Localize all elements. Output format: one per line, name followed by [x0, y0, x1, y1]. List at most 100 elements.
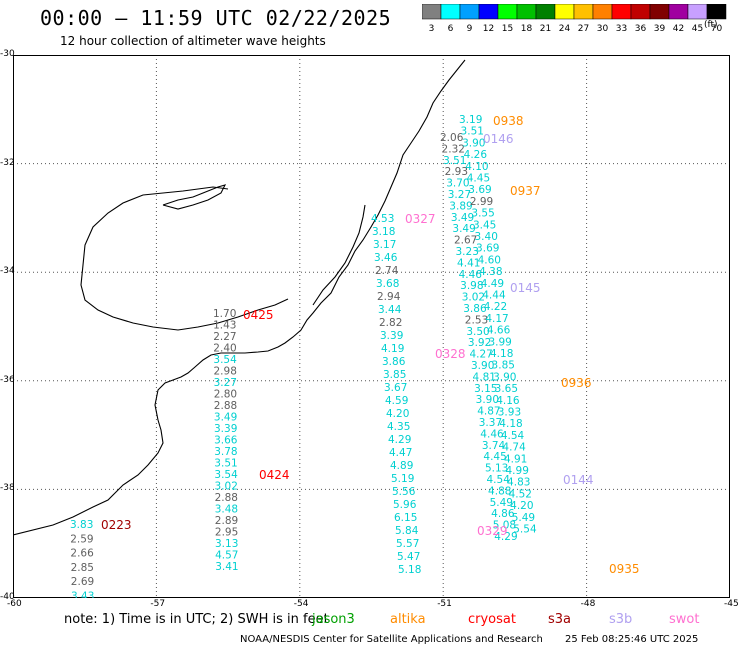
colorbar-swatch — [516, 3, 537, 20]
wave-height-value: 4.83 — [507, 477, 530, 489]
wave-height-value: 4.19 — [381, 343, 404, 355]
wave-height-value: 3.46 — [374, 252, 398, 264]
coastline-rio-de-la-plata-north — [82, 186, 229, 266]
wave-height-value: 4.41 — [457, 257, 480, 269]
wave-height-value: 4.59 — [385, 395, 408, 407]
pass-time-label: 0936 — [561, 376, 592, 390]
colorbar-swatch — [554, 3, 575, 20]
map-frame — [13, 55, 730, 598]
wave-height-value: 3.70 — [446, 178, 469, 190]
wave-height-value: 3.27 — [214, 377, 237, 389]
satellite-legend-item: swot — [669, 612, 700, 627]
pass-time-label: 0424 — [259, 468, 290, 482]
wave-height-value: 3.86 — [382, 356, 406, 368]
wave-height-value: 3.67 — [384, 382, 407, 394]
longitude-label: -57 — [150, 599, 166, 609]
colorbar-swatches: 3 6 9 12 15 18 21 24 27 30 33 36 39 42 45 70 — [421, 3, 727, 34]
wave-height-value: 2.85 — [71, 562, 94, 574]
wave-height-value: 2.74 — [375, 265, 399, 277]
pass-time-label: 0146 — [483, 132, 514, 146]
wave-height-value: 3.49 — [451, 212, 474, 224]
wave-height-value: 3.90 — [476, 394, 499, 406]
map-title: 00:00 – 11:59 UTC 02/22/2025 — [40, 6, 392, 30]
wave-height-value: 3.90 — [493, 371, 516, 383]
wave-height-value: 3.92 — [468, 337, 491, 349]
wave-height-value: 3.48 — [215, 504, 238, 516]
wave-height-value: 5.56 — [392, 486, 416, 498]
satellite-legend-item: jason3 — [312, 612, 355, 627]
wave-height-value: 3.51 — [461, 126, 484, 138]
wave-height-map: 3.83 2.59 2.66 2.85 2.69 3.43 1.701.432.272.40… — [13, 55, 730, 598]
wave-height-value: 3.65 — [495, 383, 518, 395]
wave-height-value: 3.90 — [471, 360, 494, 372]
wave-height-value: 3.13 — [215, 538, 238, 550]
pass-time-label: 0935 — [609, 562, 640, 576]
colorbar-label: 6 — [448, 24, 454, 34]
colorbar-swatch — [687, 3, 708, 20]
wave-height-value: 3.51 — [214, 458, 237, 470]
wave-height-value: 2.94 — [377, 291, 401, 303]
wave-height-value: 5.49 — [490, 497, 513, 509]
colorbar-swatch — [440, 3, 461, 20]
colorbar-label: 3 — [429, 24, 435, 34]
wave-height-value: 4.52 — [509, 488, 532, 500]
wave-height-value: 3.99 — [488, 336, 511, 348]
wave-height-value: 3.02 — [462, 292, 485, 304]
wave-height-value: 4.10 — [465, 161, 488, 173]
wave-height-value: 5.49 — [512, 512, 535, 524]
wave-height-value: 2.40 — [213, 343, 236, 355]
wave-height-value: 3.86 — [463, 303, 487, 315]
wave-height-value: 2.66 — [70, 548, 94, 560]
wave-height-value: 3.89 — [449, 200, 472, 212]
pass-time-label: 0327 — [405, 212, 436, 226]
pass-time-label: 0145 — [510, 281, 541, 295]
colorbar-swatch — [421, 3, 442, 20]
wave-height-value: 2.32 — [442, 143, 465, 155]
wave-height-value: 4.88 — [488, 485, 511, 497]
wave-height-value: 4.81 — [473, 371, 496, 383]
wave-height-value: 4.60 — [478, 254, 501, 266]
colorbar-label: 70 — [711, 24, 723, 34]
longitude-label: -45 — [724, 599, 739, 609]
colorbar-swatch — [478, 3, 499, 20]
wave-height-value: 4.99 — [506, 465, 529, 477]
wave-height-value: 3.27 — [448, 189, 471, 201]
satellite-legend-item: altika — [390, 612, 426, 627]
satellite-legend-item: s3a — [548, 612, 572, 627]
wave-height-value: 3.39 — [380, 330, 403, 342]
wave-height-value: 3.98 — [460, 280, 483, 292]
wave-height-value: 3.45 — [473, 219, 496, 231]
colorbar-label: 24 — [559, 24, 571, 34]
coastline-inland-river — [80, 264, 289, 331]
wave-height-value: 5.54 — [513, 524, 537, 536]
colorbar-label: 45 — [692, 24, 703, 34]
wave-height-value: 4.18 — [499, 418, 522, 430]
wave-height-value: 4.46 — [459, 269, 483, 281]
wave-height-value: 4.54 — [487, 474, 511, 486]
latitude-label: -30 — [0, 49, 15, 59]
colorbar-label: 36 — [635, 24, 647, 34]
longitude-label: -48 — [580, 599, 596, 609]
wave-height-value: 2.06 — [440, 132, 464, 144]
wave-height-value: 2.53 — [465, 314, 488, 326]
latitude-label: -34 — [0, 266, 15, 277]
wave-height-value: 4.22 — [484, 301, 507, 313]
wave-height-value: 4.17 — [485, 313, 508, 325]
wave-height-value: 3.83 — [70, 519, 93, 531]
wave-height-value: 4.45 — [467, 173, 490, 185]
wave-height-value: 2.95 — [215, 527, 238, 539]
wave-height-value: 3.40 — [475, 231, 498, 243]
wave-height-value: 3.49 — [452, 223, 475, 235]
wave-height-value: 2.88 — [215, 492, 238, 504]
colorbar-unit: (ft) — [704, 20, 718, 30]
wave-height-value: 2.88 — [214, 400, 237, 412]
wave-height-value: 4.46 — [480, 428, 504, 440]
colorbar-swatch — [649, 3, 670, 20]
latitude-label: -36 — [0, 374, 15, 385]
wave-height-value: 5.57 — [396, 538, 419, 550]
credit-text: NOAA/NESDIS Center for Satellite Applica… — [240, 634, 543, 645]
wave-height-value: 5.96 — [393, 499, 417, 511]
pass-time-label: 0329 — [477, 524, 508, 538]
colorbar-label: 15 — [502, 24, 513, 34]
colorbar-swatch — [592, 3, 613, 20]
